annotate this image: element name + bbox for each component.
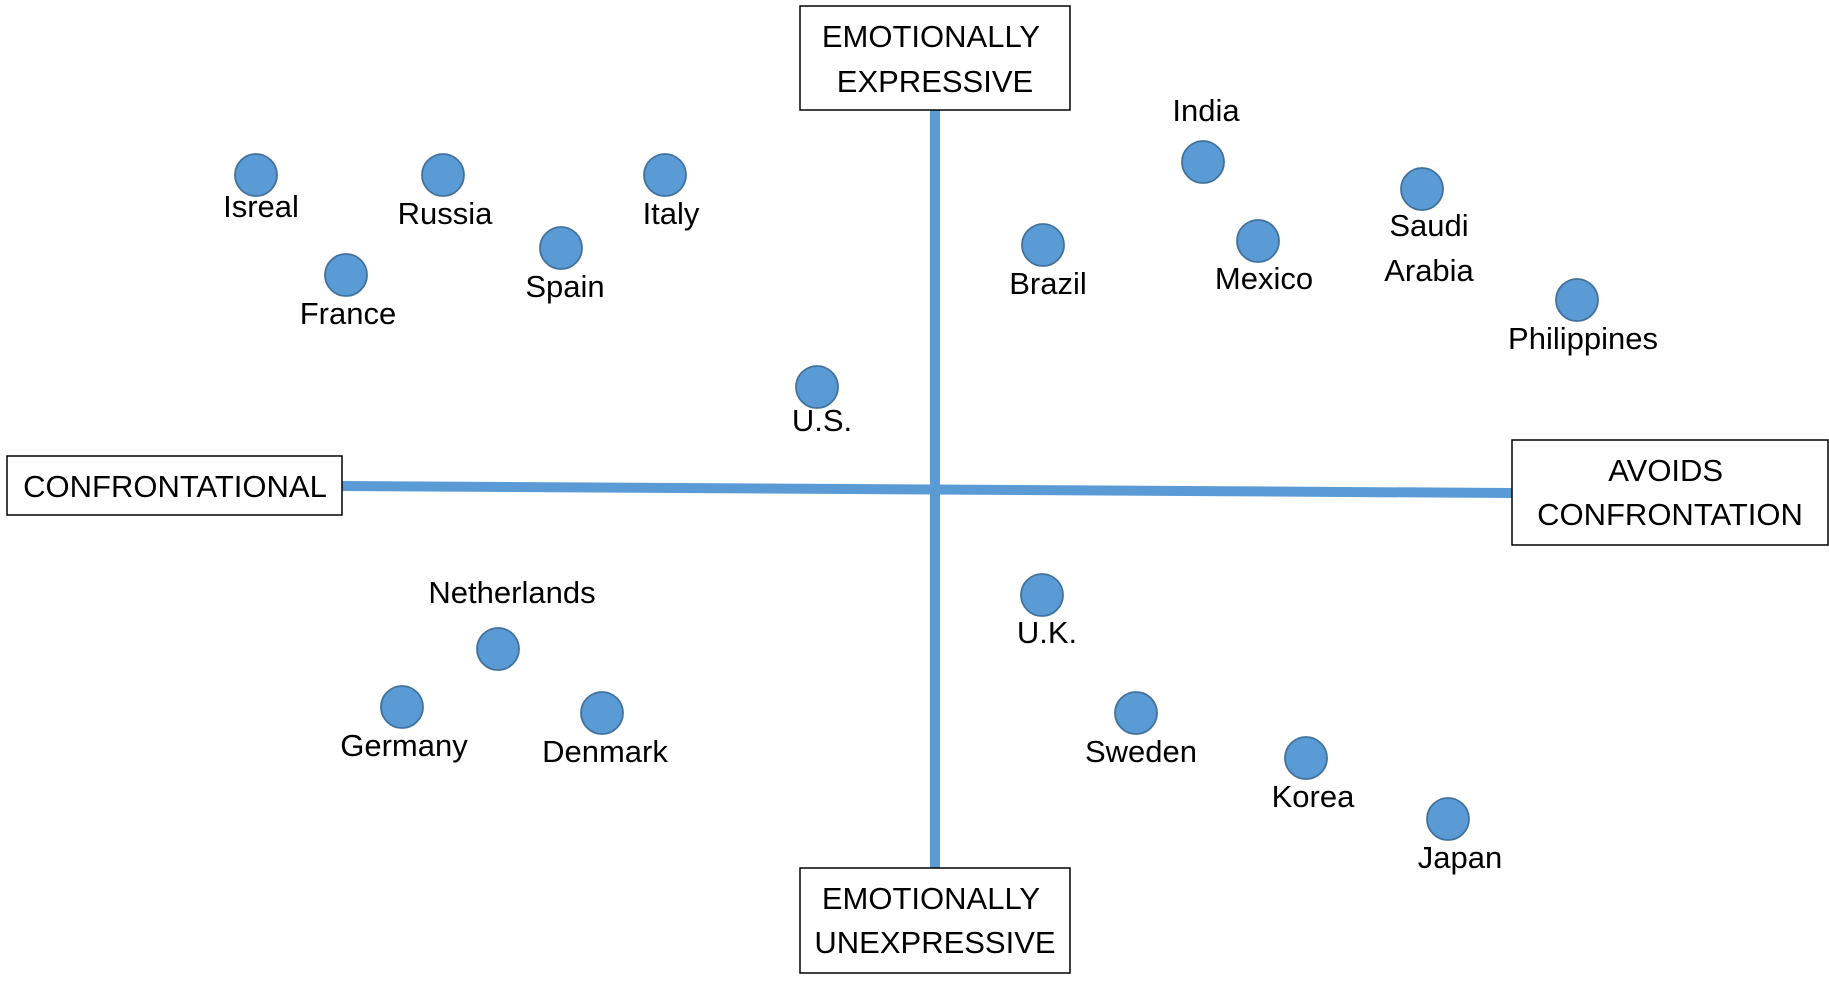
country-label-india: India [1172,93,1240,128]
country-label-line: Japan [1418,840,1502,875]
country-label-uk: U.K. [1017,615,1077,650]
svg-text:EMOTIONALLY EXPRESSIVE: EMOTIONALLY EXPRESSIVE [822,19,1048,99]
country-label-line: Italy [643,196,700,231]
country-marker-russia: Russia [398,153,494,231]
country-dot-philippines [1555,278,1599,322]
country-marker-korea: Korea [1272,736,1355,814]
axis-label-top: EMOTIONALLY EXPRESSIVE [799,5,1071,111]
country-marker-isreal: Isreal [223,153,299,224]
country-marker-italy: Italy [643,153,700,231]
country-label-italy: Italy [643,196,700,231]
country-label-line: Netherlands [428,575,595,610]
axis-label-bottom-line-2: UNEXPRESSIVE [814,925,1055,960]
country-label-russia: Russia [398,196,494,231]
axis-label-bottom-box [799,867,1071,974]
country-marker-sweden: Sweden [1085,691,1197,769]
axis-label-right: AVOIDS CONFRONTATION [1511,439,1829,546]
country-dot-brazil [1021,223,1065,267]
country-label-line: Saudi [1389,208,1468,243]
axis-label-bottom-line-1: EMOTIONALLY [822,881,1040,916]
country-marker-spain: Spain [525,226,605,304]
country-dot-france [324,253,368,297]
country-dot-spain [539,226,583,270]
country-dot-us [795,365,839,409]
country-marker-saudi-arabia: Saudi Arabia [1384,167,1475,288]
country-label-philippines: Philippines [1508,321,1658,356]
axis-label-bottom: EMOTIONALLY UNEXPRESSIVE [799,867,1071,974]
country-dot-korea [1284,736,1328,780]
svg-text:AVOIDS CONFRONTATION: AVOIDS CONFRONTATION [1537,453,1803,532]
country-label-netherlands: Netherlands [428,575,595,610]
country-label-germany: Germany [340,728,468,763]
country-marker-germany: Germany [340,685,468,763]
country-label-line: Isreal [223,189,299,224]
country-label-line: Arabia [1384,253,1474,288]
country-dot-sweden [1114,691,1158,735]
country-label-line: Germany [340,728,468,763]
axis-label-top-line-1: EMOTIONALLY [822,19,1040,54]
horizontal-axis-line [341,481,1513,498]
axis-label-left: CONFRONTATIONAL [6,455,343,516]
country-label-line: U.K. [1017,615,1077,650]
country-dot-uk [1020,573,1064,617]
country-dot-germany [380,685,424,729]
axis-label-left-line-1: CONFRONTATIONAL [23,469,327,504]
country-label-mexico: Mexico [1215,261,1313,296]
axis-label-right-line-1: AVOIDS [1608,453,1723,488]
country-dot-japan [1426,797,1470,841]
country-label-line: Philippines [1508,321,1658,356]
country-marker-uk: U.K. [1017,573,1077,650]
country-label-line: Denmark [542,734,668,769]
country-label-line: Spain [525,269,604,304]
country-dot-russia [421,153,465,197]
country-marker-india: India [1172,93,1240,184]
country-marker-netherlands: Netherlands [428,575,596,671]
country-marker-us: U.S. [792,365,852,438]
axis-label-left-box [6,455,343,516]
country-dot-denmark [580,691,624,735]
country-marker-philippines: Philippines [1508,278,1658,356]
country-label-line: Brazil [1009,266,1087,301]
country-label-us: U.S. [792,403,852,438]
axis-label-top-line-2: EXPRESSIVE [837,64,1033,99]
country-marker-mexico: Mexico [1215,219,1313,296]
country-marker-brazil: Brazil [1009,223,1087,301]
country-label-line: India [1172,93,1240,128]
country-dot-isreal [234,153,278,197]
country-label-line: Sweden [1085,734,1197,769]
country-label-line: Korea [1272,779,1355,814]
country-marker-france: France [300,253,396,331]
country-marker-japan: Japan [1418,797,1502,875]
country-label-korea: Korea [1272,779,1355,814]
country-label-line: U.S. [792,403,852,438]
country-label-sweden: Sweden [1085,734,1197,769]
country-label-spain: Spain [525,269,604,304]
country-label-line: Russia [398,196,494,231]
axis-label-right-line-2: CONFRONTATION [1537,497,1803,532]
country-dot-italy [643,153,687,197]
axis-label-right-box [1511,439,1829,546]
country-label-japan: Japan [1418,840,1502,875]
country-label-isreal: Isreal [223,189,299,224]
country-dot-mexico [1236,219,1280,263]
country-label-denmark: Denmark [542,734,668,769]
svg-text:EMOTIONALLY UNEXPRESSIVE: EMOTIONALLY UNEXPRESSIVE [814,881,1055,960]
svg-text:CONFRONTATIONAL: CONFRONTATIONAL [23,469,327,504]
country-markers: Isreal Russia Italy France Spain U.S. India Bra… [223,93,1658,875]
country-label-saudi-arabia: Saudi Arabia [1384,208,1474,288]
country-label-line: France [300,296,396,331]
country-dot-saudi-arabia [1400,167,1444,211]
country-label-line: Mexico [1215,261,1313,296]
country-label-brazil: Brazil [1009,266,1087,301]
country-dot-india [1181,140,1225,184]
axis-label-top-box [799,5,1071,111]
country-dot-netherlands [476,627,520,671]
country-label-france: France [300,296,396,331]
country-marker-denmark: Denmark [542,691,668,769]
